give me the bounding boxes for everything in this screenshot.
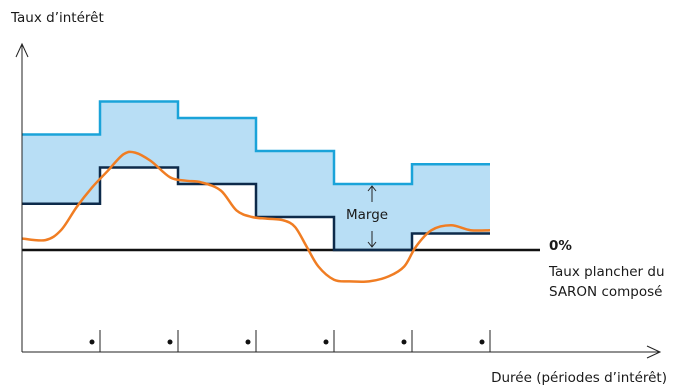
fixing-dot-6: [479, 339, 485, 345]
period-ticks: [89, 330, 491, 352]
y-axis-label: Taux d’intérêt: [11, 10, 104, 26]
spread-label: Marge: [346, 207, 389, 223]
fixing-dot-3: [245, 339, 251, 345]
spread-arrow-up-icon: [367, 185, 377, 192]
spread-arrows: [367, 185, 377, 248]
x-axis-arrow-icon: [646, 345, 662, 359]
axes: [15, 42, 662, 359]
fixing-dot-5: [401, 339, 407, 345]
daily-saron-series: [21, 150, 491, 284]
floor-percent-label: 0%: [549, 238, 572, 254]
fixing-dot-1: [89, 339, 95, 345]
spread-band: [22, 101, 490, 250]
floor-description: Taux plancher du SARON composé: [549, 264, 665, 300]
spread-arrow-down-icon: [367, 241, 377, 248]
upper-rate-series: [22, 100, 490, 186]
fixing-dot-4: [323, 339, 329, 345]
compounded-saron-series: [22, 166, 490, 252]
fixing-dot-2: [167, 339, 173, 345]
y-axis-arrow-icon: [15, 42, 29, 58]
x-axis-label: Durée (périodes d’intérêt): [491, 370, 667, 386]
